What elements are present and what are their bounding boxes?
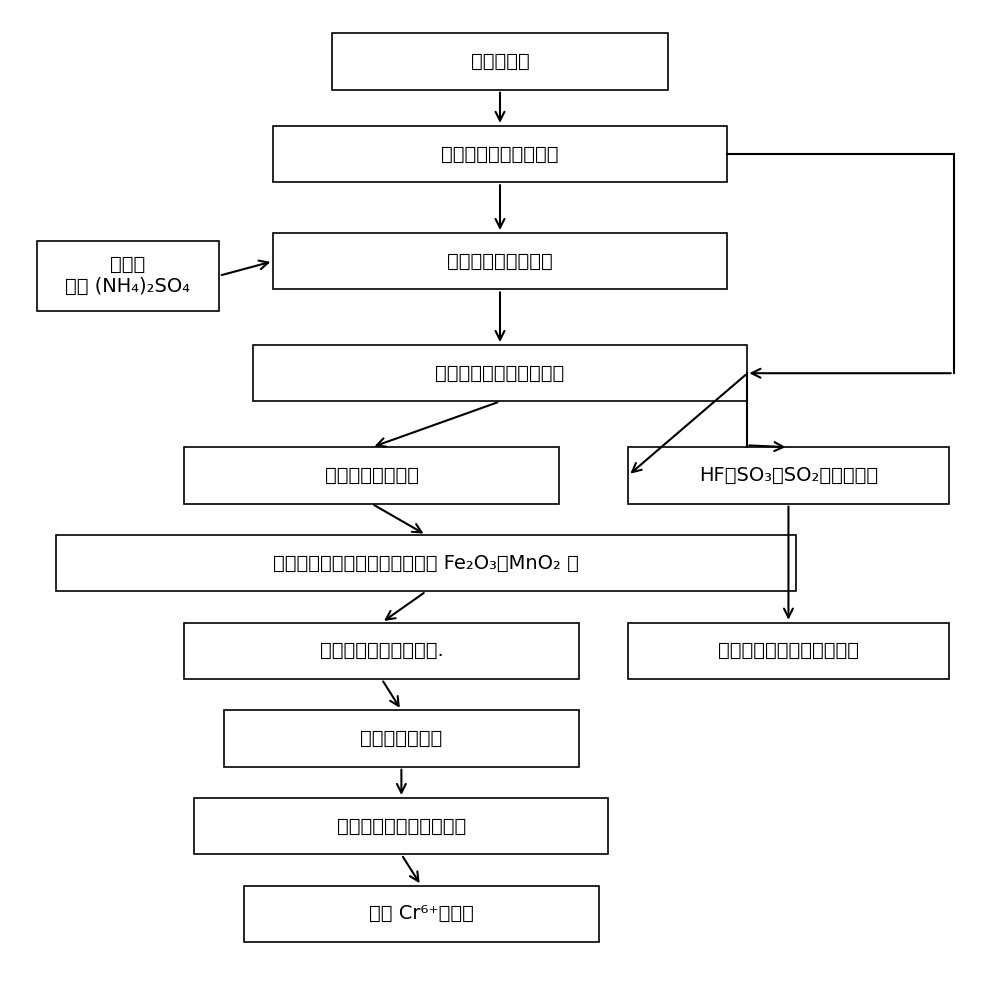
Text: 热风烘干线热风或晒干: 热风烘干线热风或晒干 — [441, 144, 559, 164]
Text: 根据配方不加或加入化工原料如 Fe₂O₃、MnO₂ 等: 根据配方不加或加入化工原料如 Fe₂O₃、MnO₂ 等 — [273, 553, 579, 573]
Bar — [332, 34, 668, 90]
Bar — [628, 448, 949, 504]
Text: HF、SO₃、SO₂等有害气体: HF、SO₃、SO₂等有害气体 — [699, 466, 878, 485]
Bar — [244, 885, 599, 943]
Text: 通入石灰水池，吸收、排放: 通入石灰水池，吸收、排放 — [718, 641, 859, 660]
Bar — [253, 345, 747, 401]
Bar — [224, 710, 579, 767]
Text: 干含铬废酸渣废粉碎: 干含铬废酸渣废粉碎 — [447, 252, 553, 271]
Text: 检测 Cr⁶⁺溶出量: 检测 Cr⁶⁺溶出量 — [369, 904, 474, 924]
Bar — [628, 622, 949, 679]
Text: 研磨、混合、高温合成.: 研磨、混合、高温合成. — [320, 641, 444, 660]
Text: 铬铁氧化物混合物: 铬铁氧化物混合物 — [325, 466, 419, 485]
Text: 陶瓷、玻璃色料: 陶瓷、玻璃色料 — [360, 729, 443, 748]
Text: 封闭式回转窑中加热转化: 封闭式回转窑中加热转化 — [435, 364, 565, 382]
Bar — [184, 448, 559, 504]
Bar — [56, 535, 796, 592]
Text: 加入或
不加 (NH₄)₂SO₄: 加入或 不加 (NH₄)₂SO₄ — [65, 255, 190, 296]
Text: 陶瓷坯体、陶瓷釉、玻璃: 陶瓷坯体、陶瓷釉、玻璃 — [337, 817, 466, 836]
Text: 含铬废酸渣: 含铬废酸渣 — [471, 52, 529, 71]
Bar — [37, 241, 219, 311]
Bar — [184, 622, 579, 679]
Bar — [273, 233, 727, 289]
Bar — [273, 125, 727, 182]
Bar — [194, 798, 608, 855]
